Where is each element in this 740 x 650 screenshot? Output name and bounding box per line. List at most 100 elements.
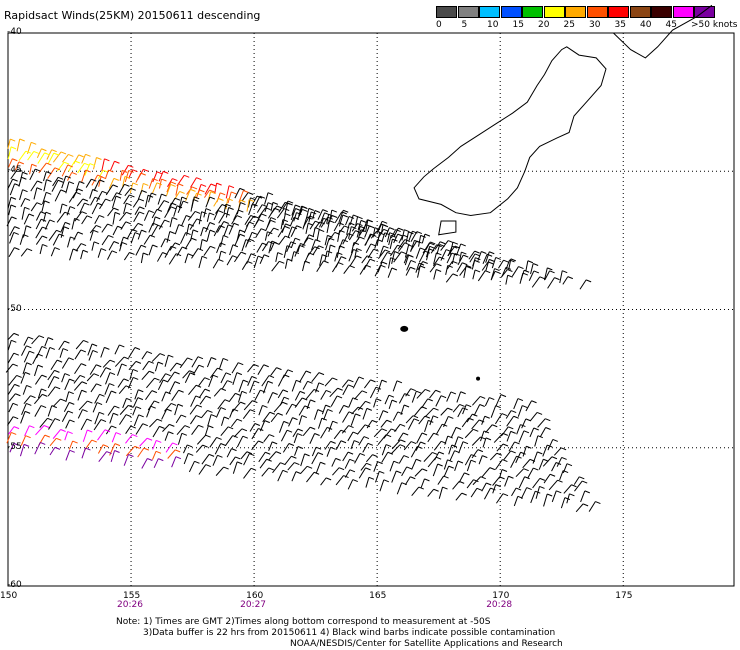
wind-barb-flag	[483, 430, 490, 434]
wind-barb-flag	[352, 431, 359, 435]
wind-barb	[291, 471, 302, 482]
wind-barb-flag	[377, 461, 383, 465]
wind-barb	[68, 191, 81, 203]
wind-barb	[85, 178, 97, 188]
wind-barb-shaft	[154, 361, 159, 372]
wind-barb-flag	[424, 233, 431, 237]
wind-barb-shaft	[204, 425, 209, 436]
wind-barb-flag	[440, 395, 447, 399]
wind-barb-shaft	[440, 240, 449, 251]
wind-barb	[503, 450, 516, 460]
wind-barb-flag	[69, 378, 75, 382]
wind-barb-flag	[381, 428, 387, 432]
wind-barb-flag	[454, 253, 460, 256]
wind-barb	[522, 445, 532, 457]
wind-barb-flag	[332, 377, 338, 381]
wind-barb-flag	[227, 426, 234, 430]
wind-barb-flag	[474, 253, 481, 257]
wind-barb	[135, 172, 146, 183]
wind-barb-flag	[158, 458, 164, 462]
wind-barb-flag	[225, 203, 232, 207]
wind-barb-shaft	[199, 395, 207, 405]
wind-barb-flag	[545, 427, 551, 430]
wind-barb	[481, 482, 492, 492]
wind-barb-flag	[404, 242, 410, 246]
wind-barb-flag	[89, 163, 96, 167]
wind-barb-shaft	[464, 428, 474, 439]
wind-barb-flag	[425, 388, 431, 392]
wind-barb-shaft	[93, 419, 102, 431]
wind-barb-flag	[242, 379, 249, 383]
wind-barb-shaft	[231, 215, 238, 225]
wind-barb-flag	[549, 473, 556, 477]
wind-barb	[539, 427, 551, 438]
wind-barb	[63, 401, 75, 412]
wind-barb-shaft	[337, 230, 341, 242]
wind-barb	[284, 202, 293, 215]
wind-barb-shaft	[124, 170, 130, 183]
wind-barb-flag	[132, 376, 139, 380]
wind-barb-flag	[75, 191, 81, 195]
wind-barb-shaft	[291, 471, 297, 482]
wind-barb	[61, 373, 70, 383]
wind-barb-flag	[389, 227, 395, 231]
wind-barb	[98, 451, 112, 462]
wind-barb	[174, 403, 184, 416]
wind-barb-flag	[246, 451, 253, 455]
wind-barb-flag	[412, 230, 418, 234]
wind-barb-shaft	[152, 182, 158, 194]
wind-barb-shaft	[198, 211, 203, 225]
wind-barb-shaft	[119, 414, 127, 425]
wind-barb	[114, 344, 125, 355]
wind-barb-flag	[327, 216, 333, 220]
wind-barb-shaft	[529, 427, 535, 438]
wind-barb-flag	[174, 381, 181, 385]
wind-barb-flag	[119, 344, 125, 348]
wind-barb-flag	[146, 437, 153, 441]
wind-barb-flag	[338, 262, 344, 266]
wind-barb	[175, 414, 187, 424]
wind-barb-flag	[348, 379, 354, 383]
wind-barb	[97, 444, 109, 454]
wind-barb-flag	[432, 451, 438, 455]
wind-barb-flag	[335, 457, 341, 461]
wind-barb-flag	[38, 335, 45, 339]
wind-barb-flag	[410, 476, 416, 480]
wind-barb-flag	[69, 206, 76, 210]
wind-barb	[141, 458, 153, 469]
wind-barb-flag	[194, 196, 200, 200]
wind-barb-shaft	[284, 202, 289, 215]
wind-barb	[8, 393, 21, 402]
wind-barb-flag	[269, 411, 276, 415]
wind-barb-flag	[416, 390, 422, 394]
wind-barb	[181, 215, 192, 226]
wind-barb-flag	[309, 426, 316, 430]
wind-barb	[109, 412, 119, 424]
wind-barb	[148, 222, 159, 233]
wind-barb-shaft	[268, 240, 273, 254]
wind-barb-shaft	[168, 253, 177, 265]
wind-barb-shaft	[164, 206, 172, 218]
wind-barb	[240, 451, 253, 460]
wind-barb	[391, 251, 400, 264]
wind-barb-flag	[518, 266, 524, 270]
wind-barb	[478, 455, 488, 465]
wind-barb-flag	[388, 394, 395, 398]
wind-barb-shaft	[374, 239, 378, 249]
wind-barb	[61, 175, 71, 189]
wind-barb	[342, 233, 354, 245]
wind-barb	[327, 244, 336, 257]
wind-barb	[114, 356, 130, 367]
plot-title: Rapidsact Winds(25KM) 20150611 descendin…	[4, 9, 261, 22]
wind-barb-flag	[373, 248, 379, 252]
wind-barb-flag	[424, 250, 431, 254]
wind-barb-flag	[47, 337, 54, 341]
wind-barb-shaft	[468, 250, 476, 260]
wind-barb	[94, 393, 105, 404]
wind-barb-flag	[377, 239, 383, 242]
wind-barb	[10, 168, 23, 180]
wind-barb-shaft	[492, 484, 497, 494]
wind-barb-shaft	[315, 462, 321, 474]
wind-barb	[215, 204, 228, 214]
wind-barb-flag	[10, 196, 17, 200]
